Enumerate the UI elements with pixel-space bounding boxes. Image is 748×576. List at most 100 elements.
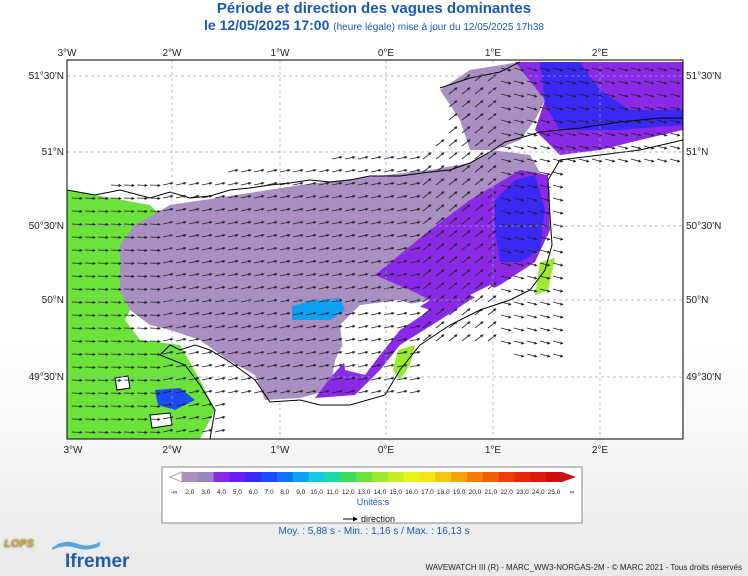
direction-arrow: [435, 334, 445, 342]
statistics-line: Moy. : 5,88 s - Min. : 1,16 s / Max. : 1…: [278, 526, 470, 537]
direction-arrow: [240, 311, 252, 316]
direction-arrow: [331, 259, 343, 264]
direction-arrow: [344, 350, 356, 355]
direction-arrow: [292, 350, 304, 355]
direction-arrow: [253, 246, 265, 251]
direction-arrow: [578, 93, 590, 98]
axis-labels: 3°W 2°W 1°W 0°E 1°E 2°E 3°W 2°W 1°W 0°E …: [29, 48, 722, 456]
direction-arrow: [448, 87, 458, 95]
direction-arrow: [383, 259, 395, 264]
colorbar-swatch: [197, 472, 215, 482]
direction-arrow: [461, 295, 471, 303]
graticule: [67, 60, 683, 439]
direction-arrow: [240, 376, 252, 381]
direction-arrow: [526, 288, 538, 293]
direction-arrow: [422, 282, 432, 290]
direction-arrow: [266, 285, 278, 290]
direction-arrow: [175, 389, 187, 394]
direction-arrow: [370, 220, 382, 225]
direction-arrow: [409, 194, 421, 199]
direction-arrow: [370, 324, 382, 329]
direction-arrow: [526, 80, 538, 85]
direction-arrow: [539, 197, 551, 202]
map-frame: [67, 60, 683, 439]
direction-arrow: [175, 220, 187, 225]
direction-arrow: [383, 181, 395, 186]
lon-label-top: 0°E: [378, 48, 395, 59]
direction-arrow: [266, 298, 278, 303]
forecast-time: le 12/05/2025 17:00: [204, 17, 330, 33]
direction-arrow: [539, 210, 551, 215]
direction-arrow: [123, 339, 135, 343]
direction-arrow: [84, 222, 96, 226]
direction-arrow: [409, 389, 421, 394]
direction-arrow: [539, 314, 551, 319]
direction-arrow: [643, 145, 655, 150]
direction-arrow: [617, 106, 629, 111]
credit-text: WAVEWATCH III (R) - MARC_WW3-NORGAS-2M -…: [425, 563, 742, 572]
direction-arrow: [500, 158, 512, 163]
direction-arrow: [474, 139, 484, 147]
direction-arrow: [539, 184, 551, 189]
direction-arrow: [643, 80, 655, 85]
direction-arrow: [357, 350, 369, 355]
direction-arrow: [331, 194, 343, 199]
direction-arrow: [292, 207, 304, 212]
direction-arrow: [383, 194, 395, 199]
direction-arrow: [253, 194, 265, 199]
direction-arrow: [97, 404, 109, 408]
direction-arrow: [617, 67, 629, 72]
direction-arrow: [318, 350, 330, 355]
direction-arrow: [578, 67, 590, 72]
direction-arrow: [422, 256, 432, 264]
direction-arrow: [617, 132, 629, 137]
direction-arrow: [552, 353, 564, 358]
direction-arrow: [487, 230, 497, 238]
direction-arrow: [227, 350, 239, 355]
direction-arrow: [383, 207, 395, 212]
direction-arrow: [383, 376, 395, 381]
direction-arrow: [370, 194, 382, 199]
direction-arrow: [656, 93, 668, 98]
direction-arrow: [149, 300, 161, 304]
direction-arrow: [253, 311, 265, 316]
direction-arrow: [396, 350, 408, 355]
direction-arrow: [539, 340, 551, 345]
direction-arrow: [253, 233, 265, 238]
direction-arrow: [266, 389, 278, 394]
direction-arrow: [487, 321, 497, 329]
direction-arrow: [370, 207, 382, 212]
direction-arrow: [175, 207, 187, 212]
direction-arrow: [305, 337, 317, 342]
direction-arrow: [123, 209, 135, 213]
direction-arrow: [357, 220, 369, 225]
direction-arrow: [617, 158, 629, 163]
direction-arrow: [552, 106, 564, 111]
direction-arrow: [162, 285, 174, 290]
direction-arrow: [201, 428, 213, 433]
direction-arrow: [513, 106, 525, 111]
direction-arrow: [136, 183, 148, 187]
direction-arrow: [461, 204, 471, 212]
direction-arrow: [630, 158, 642, 163]
direction-arrow: [227, 363, 239, 368]
direction-arrow: [71, 222, 83, 226]
colorbar-swatch: [356, 472, 373, 482]
direction-arrow: [565, 145, 577, 150]
direction-arrow: [71, 235, 83, 239]
direction-arrow: [474, 152, 484, 160]
direction-arrow: [526, 67, 538, 72]
direction-arrow: [240, 363, 252, 368]
direction-arrow: [318, 363, 330, 368]
colorbar-swatch: [498, 472, 515, 482]
direction-arrow: [253, 363, 265, 368]
direction-arrow: [279, 324, 291, 329]
direction-arrow: [383, 363, 395, 368]
direction-arrow: [136, 261, 148, 265]
direction-arrow: [448, 256, 458, 264]
direction-arrow: [188, 324, 200, 329]
direction-arrow: [474, 282, 484, 290]
direction-arrow: [175, 259, 187, 264]
direction-arrow: [318, 246, 330, 251]
lat-label-right: 51°N: [686, 147, 708, 158]
